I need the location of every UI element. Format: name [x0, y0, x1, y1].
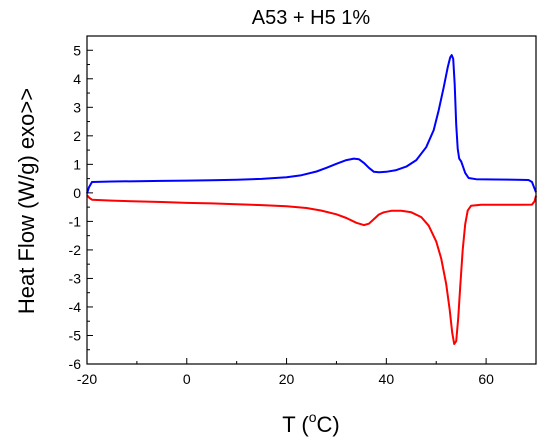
- red-curve: [86, 194, 537, 345]
- y-axis-label: Heat Flow (W/g) exo>>: [14, 88, 39, 314]
- chart-title: A53 + H5 1%: [252, 7, 371, 29]
- x-tick-label: -20: [77, 371, 97, 387]
- y-tick-label: 4: [73, 71, 81, 87]
- series-layer: [86, 54, 537, 345]
- x-axis-label-prefix: T (: [282, 412, 309, 437]
- x-axis-label-superscript: o: [309, 409, 317, 425]
- plot-frame: [86, 35, 537, 365]
- x-tick-label: 60: [478, 371, 494, 387]
- y-tick-label: 0: [73, 185, 81, 201]
- y-tick-label: 2: [73, 128, 81, 144]
- y-tick-label: 3: [73, 99, 81, 115]
- y-tick-label: 5: [73, 42, 81, 58]
- y-tick-label: -2: [69, 242, 82, 258]
- x-axis-label: T (oC): [282, 409, 340, 437]
- x-tick-label: 40: [379, 371, 395, 387]
- blue-curve: [86, 54, 537, 194]
- y-tick-label: -1: [69, 213, 82, 229]
- x-tick-label: 0: [183, 371, 191, 387]
- y-tick-label: -4: [69, 299, 82, 315]
- axis-tick-labels: -6 -5 -4 -3 -2 -1 0 1 2 3 4 5 -20 0 20 40 60: [69, 42, 495, 387]
- axis-ticks: [86, 35, 537, 365]
- y-tick-label: -5: [69, 327, 82, 343]
- x-axis-label-suffix: C): [317, 412, 340, 437]
- y-tick-label: -6: [69, 356, 82, 372]
- y-tick-label: 1: [73, 156, 81, 172]
- x-tick-label: 20: [279, 371, 295, 387]
- y-tick-label: -3: [69, 270, 82, 286]
